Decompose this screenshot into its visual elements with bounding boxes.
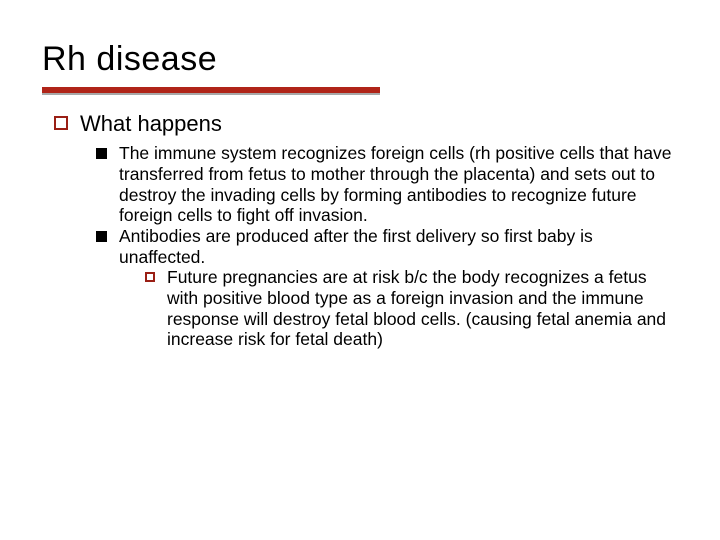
level2-text: Antibodies are produced after the first …	[119, 226, 678, 267]
hollow-square-icon	[145, 272, 155, 282]
level2-container: The immune system recognizes foreign cel…	[96, 143, 678, 349]
bullet-level2: The immune system recognizes foreign cel…	[96, 143, 678, 226]
filled-square-icon	[96, 148, 107, 159]
title-underline	[42, 87, 380, 95]
bullet-level3: Future pregnancies are at risk b/c the b…	[145, 267, 678, 350]
bullet-level1: What happens	[54, 111, 678, 137]
level3-container: Future pregnancies are at risk b/c the b…	[145, 267, 678, 350]
level2-text: The immune system recognizes foreign cel…	[119, 143, 678, 226]
level3-text: Future pregnancies are at risk b/c the b…	[167, 267, 678, 350]
title-underline-gray	[42, 93, 380, 95]
bullet-level2: Antibodies are produced after the first …	[96, 226, 678, 350]
slide-title: Rh disease	[42, 40, 678, 79]
hollow-square-icon	[54, 116, 68, 130]
filled-square-icon	[96, 231, 107, 242]
level1-text: What happens	[80, 111, 222, 137]
